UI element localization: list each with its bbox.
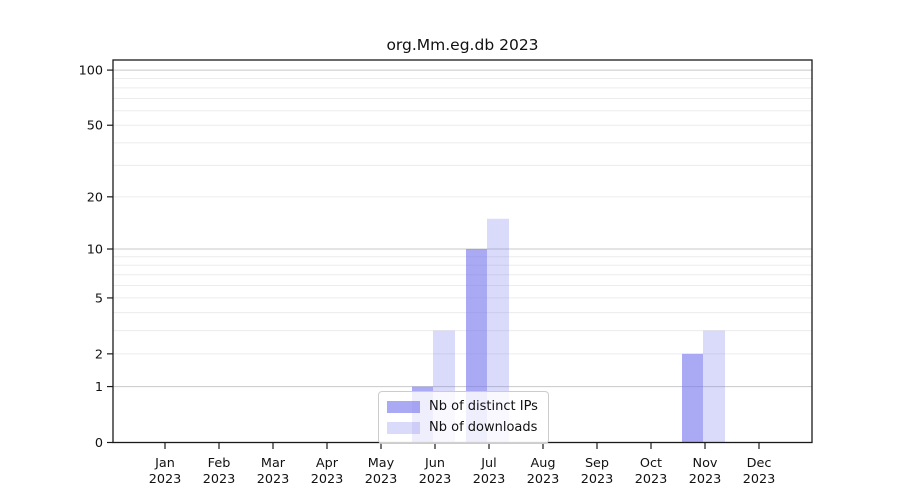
x-tick-label-year: 2023 bbox=[203, 472, 236, 487]
x-tick-label-year: 2023 bbox=[527, 472, 560, 487]
y-tick-label: 50 bbox=[87, 119, 103, 134]
x-tick-label-month: Dec bbox=[747, 456, 772, 471]
legend-label: Nb of downloads bbox=[429, 420, 538, 435]
x-tick-label-month: Oct bbox=[640, 456, 662, 471]
y-tick-label: 20 bbox=[87, 190, 103, 205]
x-tick-label-year: 2023 bbox=[257, 472, 290, 487]
x-tick-label-year: 2023 bbox=[689, 472, 722, 487]
x-tick-label-month: Jun bbox=[424, 456, 445, 471]
x-tick-label-month: Nov bbox=[693, 456, 718, 471]
x-tick-label-year: 2023 bbox=[311, 472, 344, 487]
legend-item: Nb of downloads bbox=[387, 417, 538, 438]
y-tick-label: 5 bbox=[95, 291, 103, 306]
x-tick-label-month: Jan bbox=[154, 456, 175, 471]
legend-swatch-distinct-ips bbox=[387, 400, 420, 413]
bar-downloads-nov bbox=[703, 330, 725, 443]
x-tick-label-month: Jul bbox=[480, 456, 496, 471]
legend-item: Nb of distinct IPs bbox=[387, 396, 538, 417]
legend: Nb of distinct IPs Nb of downloads bbox=[378, 391, 549, 444]
x-tick-label-month: Aug bbox=[531, 456, 556, 471]
bar-downloads-jul bbox=[487, 218, 509, 443]
legend-swatch-downloads bbox=[387, 421, 420, 434]
x-tick-label-month: May bbox=[368, 456, 395, 471]
x-tick-label-month: Feb bbox=[208, 456, 231, 471]
x-tick-label-year: 2023 bbox=[365, 472, 398, 487]
x-tick-label-year: 2023 bbox=[581, 472, 614, 487]
y-tick-label: 10 bbox=[87, 243, 103, 258]
y-tick-label: 0 bbox=[95, 436, 103, 451]
x-tick-label-year: 2023 bbox=[149, 472, 182, 487]
chart-title: org.Mm.eg.db 2023 bbox=[386, 36, 539, 54]
x-tick-label-year: 2023 bbox=[743, 472, 776, 487]
x-tick-label-month: Sep bbox=[585, 456, 609, 471]
x-tick-label-year: 2023 bbox=[635, 472, 668, 487]
y-tick-label: 1 bbox=[95, 380, 103, 395]
bar-distinct-ips-nov bbox=[682, 353, 703, 443]
x-tick-label-month: Mar bbox=[261, 456, 286, 471]
y-tick-label: 2 bbox=[95, 347, 103, 362]
x-tick-label-month: Apr bbox=[316, 456, 339, 471]
y-tick-label: 100 bbox=[79, 64, 103, 79]
x-tick-label-year: 2023 bbox=[419, 472, 452, 487]
legend-label: Nb of distinct IPs bbox=[429, 399, 538, 414]
x-tick-label-year: 2023 bbox=[473, 472, 506, 487]
